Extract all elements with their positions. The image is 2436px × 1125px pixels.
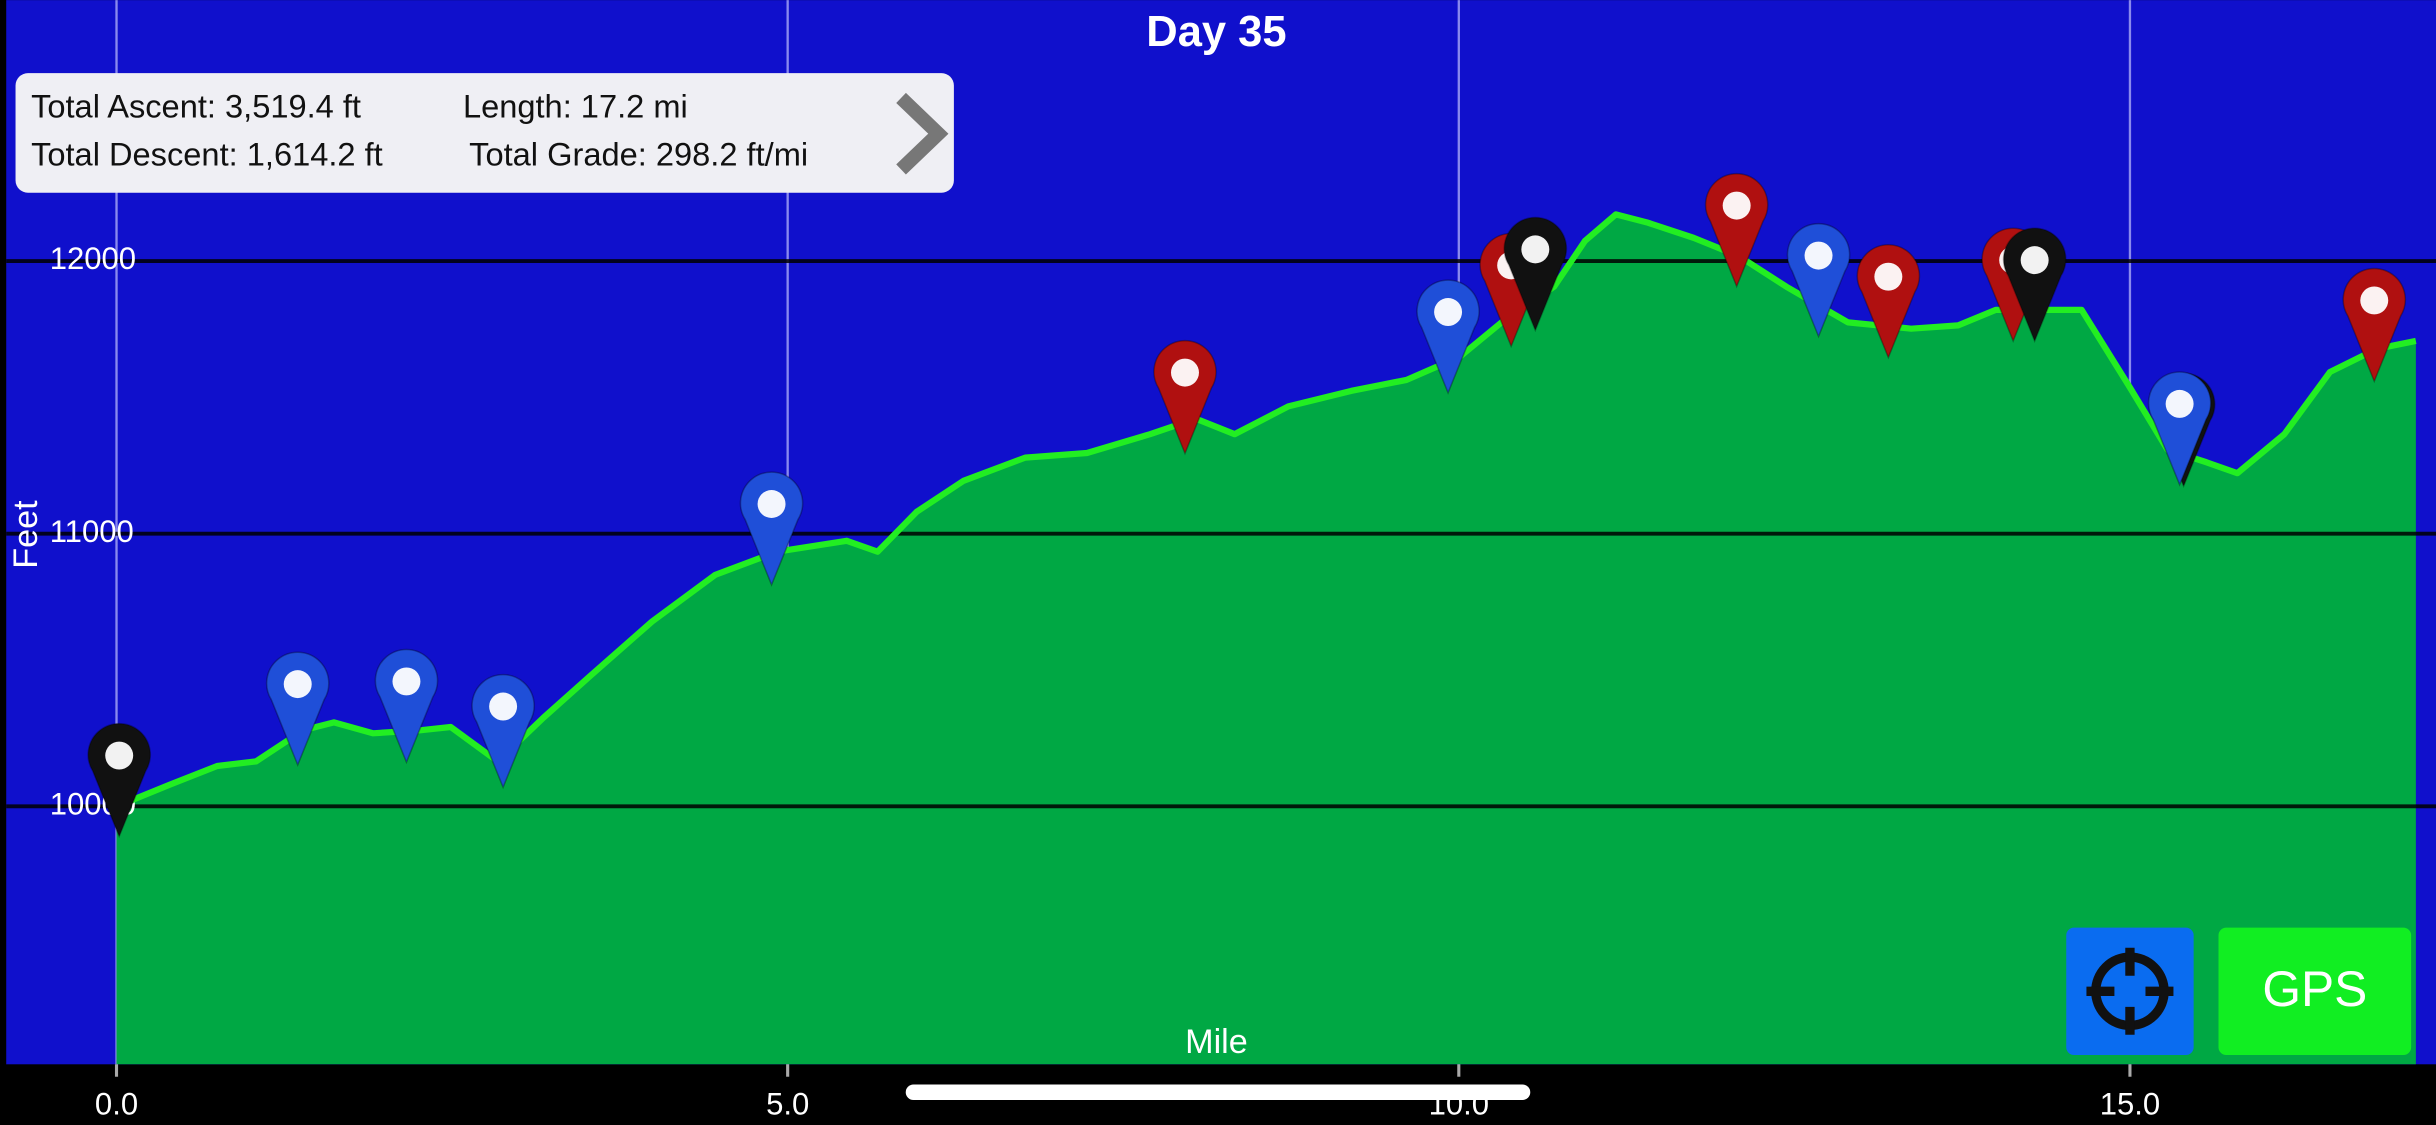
x-tick-label: 10.0 <box>1429 1086 1489 1121</box>
waypoint-pin[interactable] <box>1503 216 1568 333</box>
elevation-line <box>115 211 2417 810</box>
pin-body <box>1856 244 1921 360</box>
pin-icon <box>2020 246 2049 275</box>
pin-body <box>1503 216 1568 333</box>
pin-body <box>1153 339 1217 456</box>
pin-icon <box>757 490 786 518</box>
pin-body <box>265 651 330 767</box>
recenter-button[interactable] <box>2066 927 2194 1055</box>
gps-label[interactable]: GPS <box>2262 961 2367 1017</box>
pin-body <box>1416 279 1480 395</box>
gps-bg[interactable] <box>2218 927 2412 1055</box>
pin-icon <box>1804 241 1833 270</box>
pin-body <box>2002 227 2067 343</box>
crosshair-lines <box>2086 947 2174 1035</box>
waypoint-pin[interactable] <box>2147 371 2212 487</box>
pin-icon <box>2360 286 2389 315</box>
pin-icon <box>392 667 421 696</box>
pin-body <box>2147 371 2212 487</box>
pin-body <box>739 471 804 587</box>
y-axis-label: Feet <box>7 500 45 569</box>
pin-icon <box>1874 262 1903 291</box>
waypoint-pin[interactable] <box>1786 222 1851 339</box>
pin-icon <box>489 692 518 721</box>
waypoint-pin[interactable] <box>265 651 330 767</box>
waypoint-pin[interactable] <box>87 722 152 839</box>
x-axis-label: Mile <box>1185 1023 1248 1061</box>
x-tick-label: 0.0 <box>95 1086 138 1121</box>
pin-body <box>2342 267 2407 384</box>
chevron-icon[interactable] <box>896 92 949 175</box>
pin-icon <box>1722 191 1751 220</box>
pin-icon <box>2165 389 2194 418</box>
elevation-area <box>116 214 2416 1065</box>
waypoint-pin[interactable] <box>739 471 804 587</box>
waypoint-pin[interactable] <box>1856 244 1921 360</box>
x-tick-label: 5.0 <box>766 1086 809 1121</box>
x-tick-label: 15.0 <box>2100 1086 2160 1121</box>
y-tick-label: 11000 <box>50 514 134 549</box>
chart-title: Day 35 <box>1146 8 1286 56</box>
pin-body <box>374 648 439 765</box>
waypoint-pin[interactable] <box>1704 173 1769 289</box>
pin-body <box>471 673 535 790</box>
waypoint-pin[interactable] <box>374 648 439 765</box>
waypoint-pin[interactable] <box>1416 279 1480 395</box>
y-tick-label: 12000 <box>50 241 136 276</box>
waypoint-pin[interactable] <box>1153 339 1217 456</box>
waypoint-pin[interactable] <box>2342 267 2407 384</box>
pin-icon <box>283 670 312 699</box>
stats-panel[interactable] <box>15 73 954 193</box>
stats-box[interactable]: Total Ascent: 3,519.4 ft Length: 17.2 mi… <box>15 73 954 193</box>
waypoint-pin[interactable] <box>2002 227 2067 343</box>
stat-descent: Total Descent: 1,614.2 ft <box>31 136 383 173</box>
home-indicator <box>905 1084 1531 1101</box>
stat-length: Length: 17.2 mi <box>463 87 688 124</box>
pin-icon <box>1434 298 1463 327</box>
pin-body <box>1786 222 1851 339</box>
stat-ascent: Total Ascent: 3,519.4 ft <box>31 87 361 124</box>
stat-grade: Total Grade: 298.2 ft/mi <box>469 136 808 173</box>
waypoint-pin[interactable] <box>471 673 535 790</box>
pin-icon <box>1521 235 1550 264</box>
pin-icon <box>105 741 134 770</box>
pin-body <box>1704 173 1769 289</box>
pin-body <box>87 722 152 839</box>
recenter-bg[interactable] <box>2066 927 2194 1055</box>
pin-icon <box>1171 358 1199 387</box>
gps-button[interactable]: GPS <box>2218 927 2412 1055</box>
